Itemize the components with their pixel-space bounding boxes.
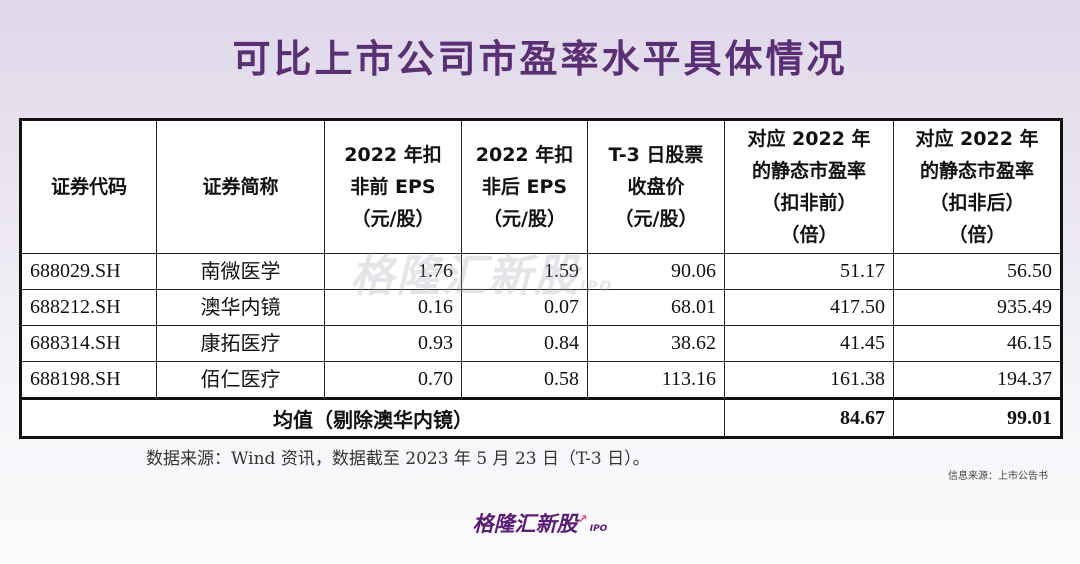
brand-logo: 格隆汇新股↗IPO: [0, 508, 1080, 538]
arrow-icon: ↗: [577, 512, 588, 526]
table-row: 688314.SH 康拓医疗 0.93 0.84 38.62 41.45 46.…: [20, 325, 1062, 362]
header-cell: 证券简称: [156, 119, 325, 254]
pe-comparison-table: 证券代码 证券简称 2022 年扣 非前 EPS （元/股） 2022 年扣 非后 E…: [19, 118, 1063, 439]
brand-name: 格隆汇新股: [472, 512, 578, 536]
security-code-cell: 688198.SH: [20, 361, 157, 399]
header-row: 证券代码 证券简称 2022 年扣 非前 EPS （元/股） 2022 年扣 非后 E…: [20, 119, 1062, 254]
header-cell: 对应 2022 年的静态市盈率 （扣非前） （倍）: [724, 119, 894, 254]
header-cell: T-3 日股票 收盘价 （元/股）: [587, 119, 725, 254]
pe-post-cell: 935.49: [893, 289, 1062, 326]
eps-pre-cell: 0.16: [324, 289, 462, 326]
pe-pre-cell: 161.38: [724, 361, 894, 399]
brand-ipo: IPO: [589, 524, 608, 534]
security-code-cell: 688029.SH: [20, 253, 157, 290]
page-title: 可比上市公司市盈率水平具体情况: [232, 37, 848, 81]
security-name-cell: 康拓医疗: [156, 325, 325, 362]
security-name-cell: 佰仁医疗: [156, 361, 325, 399]
eps-pre-cell: 1.76: [324, 253, 462, 290]
security-code-cell: 688314.SH: [20, 325, 157, 362]
header-cell: 证券代码: [20, 119, 157, 254]
close-price-cell: 90.06: [587, 253, 725, 290]
table-row: 688212.SH 澳华内镜 0.16 0.07 68.01 417.50 93…: [20, 289, 1062, 326]
pe-post-cell: 56.50: [893, 253, 1062, 290]
eps-post-cell: 0.07: [461, 289, 588, 326]
security-code-cell: 688212.SH: [20, 289, 157, 326]
eps-post-cell: 0.84: [461, 325, 588, 362]
average-pe-pre: 84.67: [724, 397, 894, 438]
close-price-cell: 68.01: [587, 289, 725, 326]
data-source-note: 数据来源：Wind 资讯，数据截至 2023 年 5 月 23 日（T-3 日）…: [146, 449, 650, 469]
eps-pre-cell: 0.93: [324, 325, 462, 362]
average-pe-post: 99.01: [893, 397, 1062, 438]
close-price-cell: 113.16: [587, 361, 725, 399]
security-name-cell: 澳华内镜: [156, 289, 325, 326]
average-label: 均值（剔除澳华内镜）: [20, 397, 725, 438]
pe-pre-cell: 41.45: [724, 325, 894, 362]
pe-post-cell: 194.37: [893, 361, 1062, 399]
close-price-cell: 38.62: [587, 325, 725, 362]
eps-post-cell: 0.58: [461, 361, 588, 399]
eps-post-cell: 1.59: [461, 253, 588, 290]
pe-post-cell: 46.15: [893, 325, 1062, 362]
pe-pre-cell: 417.50: [724, 289, 894, 326]
security-name-cell: 南微医学: [156, 253, 325, 290]
eps-pre-cell: 0.70: [324, 361, 462, 399]
info-source-note: 信息来源：上市公告书: [948, 471, 1048, 482]
pe-pre-cell: 51.17: [724, 253, 894, 290]
table-row: 688198.SH 佰仁医疗 0.70 0.58 113.16 161.38 1…: [20, 361, 1062, 399]
header-cell: 对应 2022 年的静态市盈率 （扣非后） （倍）: [893, 119, 1062, 254]
table-row: 688029.SH 南微医学 1.76 1.59 90.06 51.17 56.…: [20, 253, 1062, 290]
header-cell: 2022 年扣 非后 EPS （元/股）: [461, 119, 588, 254]
average-row: 均值（剔除澳华内镜） 84.67 99.01: [20, 397, 1062, 438]
header-cell: 2022 年扣 非前 EPS （元/股）: [324, 119, 462, 254]
